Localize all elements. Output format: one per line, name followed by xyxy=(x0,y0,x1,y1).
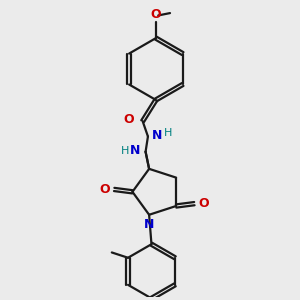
Text: O: O xyxy=(199,197,209,210)
Text: N: N xyxy=(144,218,154,231)
Text: O: O xyxy=(99,183,110,196)
Text: H: H xyxy=(164,128,172,138)
Text: O: O xyxy=(124,113,134,126)
Text: H: H xyxy=(121,146,129,156)
Text: N: N xyxy=(130,144,140,157)
Text: N: N xyxy=(152,129,162,142)
Text: O: O xyxy=(151,8,161,21)
